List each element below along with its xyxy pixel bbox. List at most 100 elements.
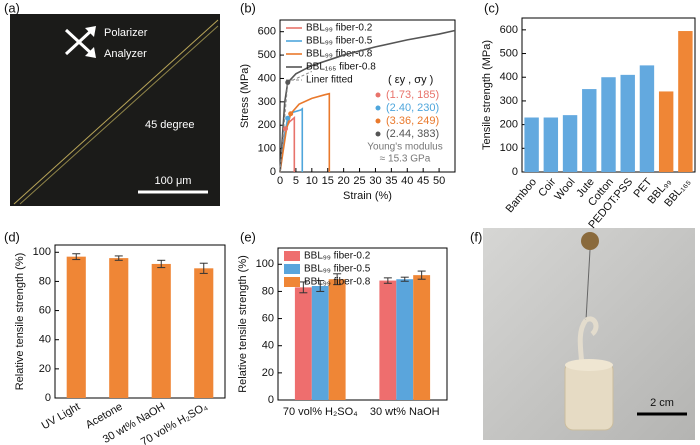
bar bbox=[658, 91, 674, 172]
bar bbox=[379, 280, 397, 400]
bar bbox=[562, 115, 578, 172]
legend-label: BBL₁₆₅ fiber-0.8 bbox=[306, 62, 376, 73]
panel-label: (c) bbox=[484, 0, 499, 15]
x-tick-label: 35 bbox=[385, 175, 397, 187]
legend-label: BBL₉₉ fiber-0.2 bbox=[306, 23, 373, 34]
legend-label: BBL₉₉ fiber-0.5 bbox=[306, 36, 373, 47]
legend-label: BBL₉₉ fiber-0.8 bbox=[306, 49, 373, 60]
arrow-head bbox=[85, 26, 96, 37]
micrograph: Polarizer Analyzer 45 degree 100 μm (a) bbox=[4, 0, 220, 206]
y-tick-label: 600 bbox=[258, 26, 276, 38]
bar bbox=[194, 268, 214, 398]
y-tick-label: 600 bbox=[500, 24, 518, 36]
image-bg bbox=[10, 14, 220, 206]
legend-label: BBL₉₉ fiber-0.2 bbox=[304, 251, 371, 262]
annotation: ( εy , σy ) bbox=[388, 74, 433, 86]
scale-bar-label: 2 cm bbox=[650, 397, 674, 409]
x-tick-label: UV Light bbox=[40, 401, 83, 432]
legend-dot bbox=[375, 92, 381, 98]
scale-bar-label: 100 μm bbox=[155, 175, 192, 187]
y-tick-label: 80 bbox=[39, 275, 51, 287]
y-axis-label: Tensile strength (MPa) bbox=[481, 40, 493, 150]
x-tick-label: 45 bbox=[417, 175, 429, 187]
plot-frame bbox=[279, 19, 456, 173]
fiber-edge bbox=[19, 25, 219, 205]
y-tick-label: 20 bbox=[262, 367, 274, 379]
bar bbox=[413, 275, 431, 400]
y-tick-label: 500 bbox=[500, 47, 518, 59]
bar bbox=[109, 258, 129, 398]
image-text: Analyzer bbox=[104, 48, 147, 60]
bar bbox=[678, 31, 693, 173]
yield-point bbox=[283, 126, 289, 132]
image-text: Polarizer bbox=[104, 27, 148, 39]
bar bbox=[396, 279, 414, 400]
y-tick-label: 0 bbox=[270, 166, 276, 178]
legend-label: BBL₉₉ fiber-0.5 bbox=[304, 264, 371, 275]
bar bbox=[294, 287, 312, 400]
bar bbox=[543, 117, 559, 172]
bar bbox=[620, 74, 635, 172]
x-tick-label: 25 bbox=[353, 175, 365, 187]
x-tick-label: 0 bbox=[277, 175, 283, 187]
point-label: (1.73, 185) bbox=[386, 89, 439, 101]
bar bbox=[524, 117, 539, 172]
y-tick-label: 300 bbox=[258, 96, 276, 108]
legend-swatch bbox=[284, 264, 300, 274]
legend-dot bbox=[375, 131, 381, 137]
y-tick-label: 0 bbox=[268, 394, 274, 406]
bar bbox=[601, 77, 616, 172]
bar bbox=[582, 89, 597, 172]
annotation: ≈ 15.3 GPa bbox=[380, 154, 431, 165]
y-tick-label: 100 bbox=[500, 142, 518, 154]
x-tick-label: Bamboo bbox=[504, 176, 540, 215]
y-tick-label: 0 bbox=[45, 392, 51, 404]
y-tick-label: 200 bbox=[500, 119, 518, 131]
bar bbox=[151, 263, 171, 398]
legend-dot bbox=[375, 105, 381, 111]
y-tick-label: 100 bbox=[256, 258, 274, 270]
legend-label: Liner fitted bbox=[306, 75, 353, 86]
fit-line bbox=[279, 70, 313, 173]
arrow bbox=[64, 28, 94, 56]
x-tick-label: 20 bbox=[338, 175, 350, 187]
yield-point bbox=[285, 115, 291, 121]
x-tick-label: 15 bbox=[322, 175, 334, 187]
line bbox=[279, 92, 331, 173]
sponge bbox=[564, 361, 614, 431]
fiber bbox=[585, 249, 591, 321]
y-tick-label: 40 bbox=[262, 340, 274, 352]
x-tick-label: 50 bbox=[433, 175, 445, 187]
x-tick-label: 30 bbox=[369, 175, 381, 187]
y-axis-label: Relative tensile strength (%) bbox=[237, 255, 249, 393]
y-axis-label: Stress (MPa) bbox=[239, 64, 251, 128]
bar bbox=[328, 279, 346, 400]
bar bbox=[311, 286, 329, 400]
bar bbox=[639, 65, 655, 172]
x-tick-label: 10 bbox=[306, 175, 318, 187]
legend-swatch bbox=[284, 277, 300, 287]
y-tick-label: 200 bbox=[258, 119, 276, 131]
y-tick-label: 400 bbox=[258, 72, 276, 84]
x-tick-label: Wool bbox=[552, 176, 577, 203]
line bbox=[279, 29, 456, 173]
y-tick-label: 20 bbox=[39, 363, 51, 375]
point-label: (2.44, 383) bbox=[386, 128, 439, 140]
y-tick-label: 100 bbox=[33, 246, 51, 258]
y-tick-label: 300 bbox=[500, 95, 518, 107]
legend-dot bbox=[375, 118, 381, 124]
bar bbox=[66, 256, 86, 398]
panel-label: (d) bbox=[4, 229, 20, 244]
annotation: Young's modulus bbox=[367, 142, 442, 153]
y-tick-label: 0 bbox=[512, 166, 518, 178]
plot-frame bbox=[277, 247, 448, 401]
image-text: 45 degree bbox=[145, 119, 195, 131]
y-tick-label: 60 bbox=[262, 312, 274, 324]
panel-label: (a) bbox=[4, 0, 20, 15]
panel-label: (f) bbox=[470, 229, 482, 244]
y-tick-label: 40 bbox=[39, 334, 51, 346]
y-tick-label: 60 bbox=[39, 304, 51, 316]
point-label: (3.36, 249) bbox=[386, 115, 439, 127]
x-axis-label: Strain (%) bbox=[343, 190, 392, 202]
